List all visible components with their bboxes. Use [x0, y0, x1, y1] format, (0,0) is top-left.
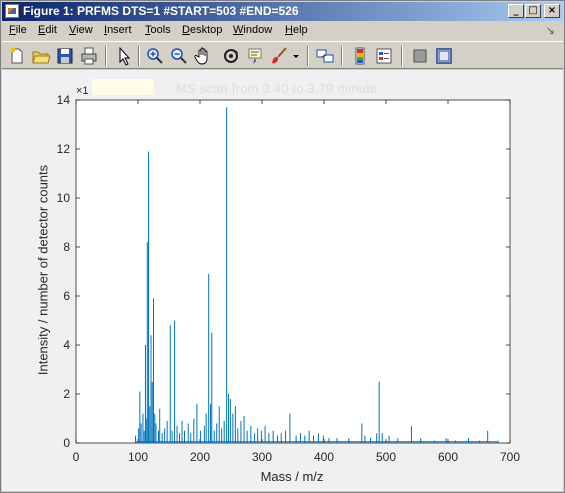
- toolbar-separator: [105, 46, 107, 66]
- x-tick-label: 300: [252, 450, 272, 464]
- rotate-icon[interactable]: [221, 46, 241, 66]
- x-tick-label: 200: [190, 450, 210, 464]
- x-tick-label: 500: [376, 450, 396, 464]
- window-title: Figure 1: PRFMS DTS=1 #START=503 #END=52…: [23, 4, 299, 18]
- y-tick-label: 12: [57, 142, 71, 156]
- menu-edit[interactable]: Edit: [38, 24, 57, 36]
- x-tick-label: 600: [438, 450, 458, 464]
- link-plot-icon[interactable]: [315, 46, 335, 66]
- toolbar-separator: [341, 46, 343, 66]
- chart-title: MS scan from 3.40 to 3.79 minute: [176, 81, 378, 96]
- toolbar-separator: [138, 46, 140, 66]
- spectrum-series: [134, 107, 499, 443]
- zoom-in-icon[interactable]: [145, 46, 165, 66]
- y-tick-label: 4: [63, 338, 70, 352]
- maximize-button[interactable]: □: [525, 4, 541, 18]
- new-figure-icon[interactable]: [7, 46, 27, 66]
- data-cursor-icon[interactable]: [246, 46, 266, 66]
- title-overlay-patch: [92, 79, 154, 95]
- save-icon[interactable]: [55, 46, 75, 66]
- x-tick-label: 0: [73, 450, 80, 464]
- x-tick-label: 400: [314, 450, 334, 464]
- menu-bar: File Edit View Insert Tools Desktop Wind…: [2, 22, 563, 40]
- y-axis: 0 2 4 6 8 10 12 14: [57, 93, 510, 450]
- pointer-icon[interactable]: [114, 46, 134, 66]
- menu-window[interactable]: Window: [233, 24, 273, 36]
- brush-dropdown-icon[interactable]: [290, 46, 302, 66]
- print-icon[interactable]: [79, 46, 99, 66]
- menu-desktop[interactable]: Desktop: [182, 24, 223, 36]
- menu-file[interactable]: File: [9, 24, 27, 36]
- y-tick-label: 8: [63, 240, 70, 254]
- pan-icon[interactable]: [193, 46, 213, 66]
- menu-tools[interactable]: Tools: [145, 24, 171, 36]
- y-tick-label: 14: [57, 93, 71, 107]
- menu-insert[interactable]: Insert: [104, 24, 132, 36]
- x-axis: 0 100 200 300 400 500 600 700: [73, 100, 520, 464]
- hide-tools-icon[interactable]: [410, 46, 430, 66]
- colorbar-icon[interactable]: [350, 46, 370, 66]
- x-axis-label: Mass / m/z: [260, 469, 324, 484]
- matlab-icon[interactable]: [5, 4, 19, 18]
- brush-icon[interactable]: [270, 46, 290, 66]
- y-tick-label: 0: [63, 436, 70, 450]
- y-tick-label: 6: [63, 289, 70, 303]
- minimize-button[interactable]: _: [508, 4, 524, 18]
- menu-help[interactable]: Help: [285, 24, 308, 36]
- x-tick-label: 100: [128, 450, 148, 464]
- close-button[interactable]: ×: [544, 4, 560, 18]
- x-tick-label: 700: [500, 450, 520, 464]
- figure-toolbar: [2, 41, 563, 69]
- y-tick-label: 2: [63, 387, 70, 401]
- y-exponent-label: ×1: [76, 85, 89, 97]
- y-axis-label: Intensity / number of detector counts: [35, 164, 51, 376]
- title-bar[interactable]: Figure 1: PRFMS DTS=1 #START=503 #END=52…: [2, 2, 563, 21]
- toolbar-separator: [307, 46, 309, 66]
- menu-view[interactable]: View: [69, 24, 93, 36]
- open-icon[interactable]: [31, 46, 51, 66]
- toolbar-separator: [401, 46, 403, 66]
- legend-icon[interactable]: [374, 46, 394, 66]
- dock-arrow-icon[interactable]: ↘: [545, 25, 555, 37]
- show-tools-icon[interactable]: [434, 46, 454, 66]
- zoom-out-icon[interactable]: [169, 46, 189, 66]
- y-tick-label: 10: [57, 191, 71, 205]
- plot-area[interactable]: [75, 99, 511, 444]
